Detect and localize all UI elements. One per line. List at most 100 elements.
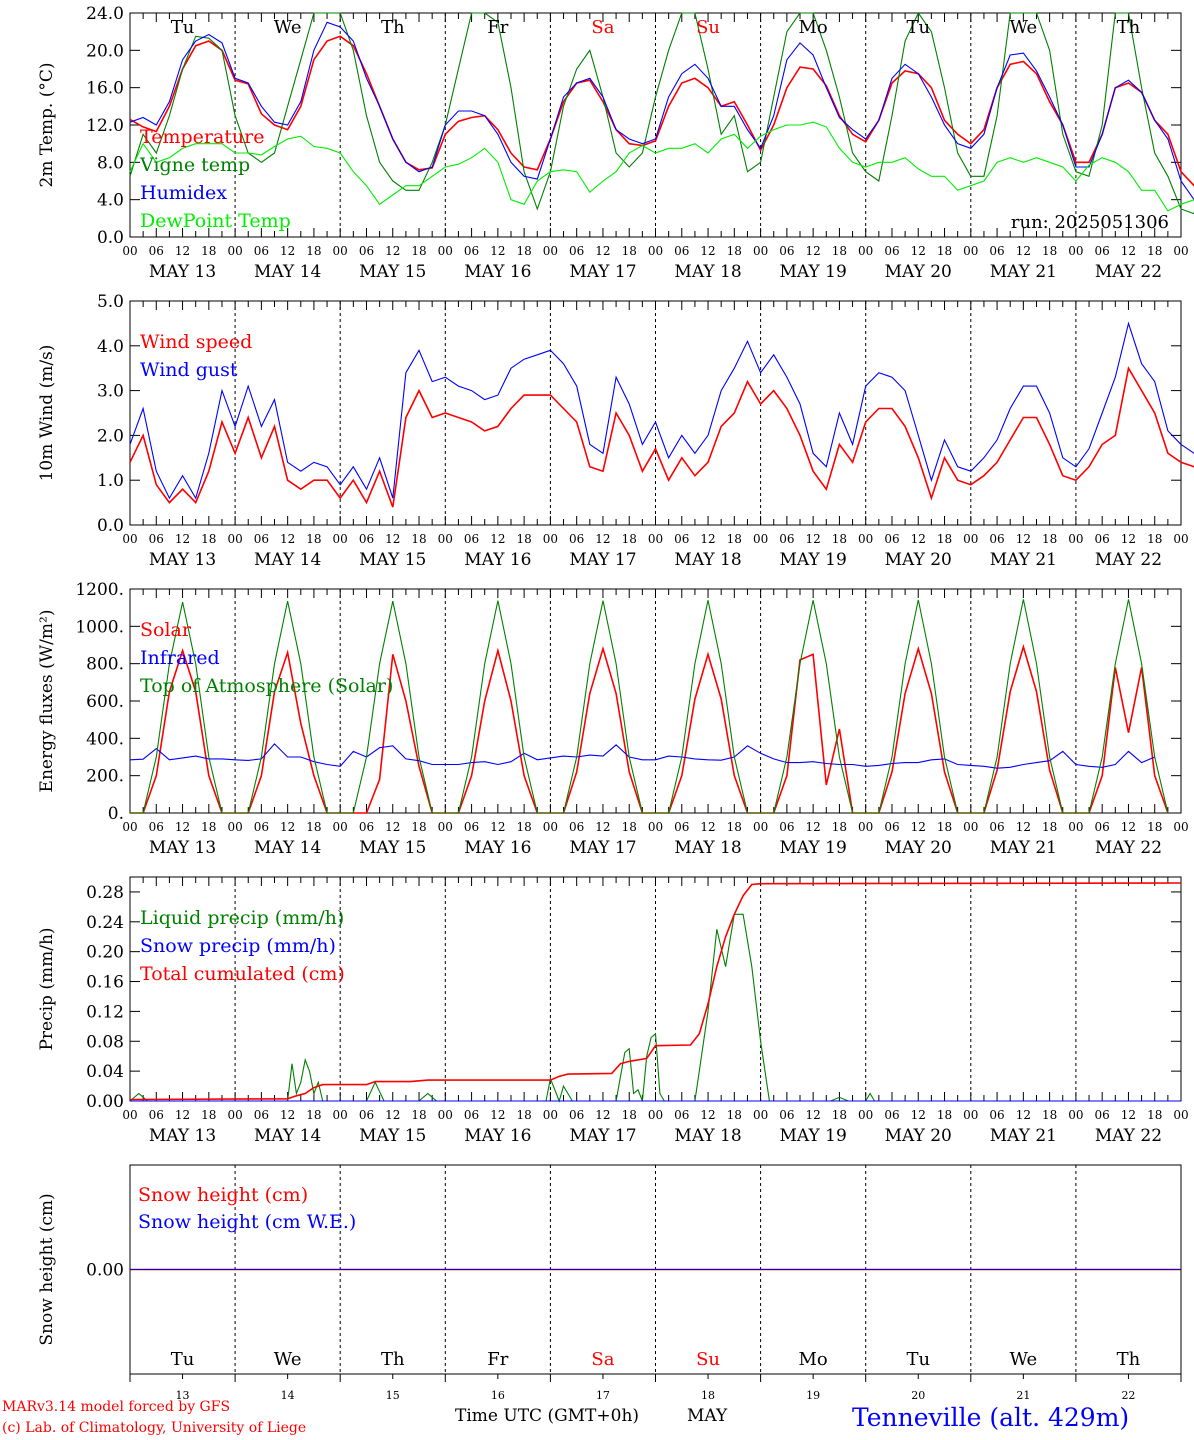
date-label-energy: MAY 19 <box>780 838 847 858</box>
hour-label-temp: 06 <box>359 244 374 258</box>
day-abbr-snow: Mo <box>799 1349 828 1370</box>
date-label-wind: MAY 13 <box>149 550 216 570</box>
y-tick-label-wind: 5.0 <box>97 292 124 312</box>
hour-label-wind: 18 <box>1042 532 1057 546</box>
hour-label-energy: 12 <box>700 820 715 834</box>
hour-label-energy: 18 <box>306 820 321 834</box>
hour-label-wind: 00 <box>333 532 348 546</box>
hour-label-wind: 06 <box>464 532 479 546</box>
date-label-precip: MAY 14 <box>254 1126 321 1146</box>
date-label-energy: MAY 15 <box>359 838 426 858</box>
hour-label-wind: 18 <box>201 532 216 546</box>
legend-entry-precip: Snow precip (mm/h) <box>140 935 336 957</box>
hour-label-energy: 00 <box>648 820 663 834</box>
hour-label-temp: 06 <box>779 244 794 258</box>
hour-label-temp: 00 <box>438 244 453 258</box>
hour-label-precip: 12 <box>385 1108 400 1122</box>
date-label-temp: MAY 22 <box>1095 262 1162 282</box>
day-number: 19 <box>806 1389 820 1402</box>
hour-label-energy: 18 <box>727 820 742 834</box>
hour-label-precip: 06 <box>569 1108 584 1122</box>
date-label-wind: MAY 18 <box>674 550 741 570</box>
hour-label-precip: 00 <box>1173 1108 1188 1122</box>
month-label: MAY <box>687 1406 728 1426</box>
hour-label-temp: 18 <box>411 244 426 258</box>
hour-label-energy: 18 <box>622 820 637 834</box>
legend-entry-snow: Snow height (cm W.E.) <box>138 1211 356 1233</box>
hour-label-wind: 12 <box>595 532 610 546</box>
hour-label-precip: 12 <box>700 1108 715 1122</box>
hour-label-precip: 00 <box>122 1108 137 1122</box>
hour-label-wind: 12 <box>700 532 715 546</box>
day-abbr-snow: Th <box>381 1349 405 1370</box>
series-line-wind-wind-speed <box>129 365 1194 508</box>
series-line-precip-total-cumulated-cm- <box>129 882 1182 1101</box>
hour-label-precip: 00 <box>438 1108 453 1122</box>
hour-label-energy: 18 <box>201 820 216 834</box>
day-number: 15 <box>386 1389 400 1402</box>
day-number: 13 <box>176 1389 190 1402</box>
day-abbr-temp: Th <box>381 17 405 38</box>
hour-label-wind: 12 <box>280 532 295 546</box>
hour-label-energy: 12 <box>1016 820 1031 834</box>
date-label-temp: MAY 17 <box>569 262 636 282</box>
hour-label-temp: 00 <box>227 244 242 258</box>
model-credit: MARv3.14 model forced by GFS <box>2 1399 231 1415</box>
hour-label-precip: 12 <box>806 1108 821 1122</box>
hour-label-precip: 18 <box>411 1108 426 1122</box>
y-tick-label-energy: 400. <box>86 729 124 749</box>
date-label-precip: MAY 16 <box>464 1126 531 1146</box>
date-label-wind: MAY 20 <box>885 550 952 570</box>
hour-label-energy: 06 <box>359 820 374 834</box>
date-label-energy: MAY 17 <box>569 838 636 858</box>
date-label-energy: MAY 14 <box>254 838 321 858</box>
day-abbr-snow: Su <box>696 1349 720 1370</box>
hour-label-temp: 12 <box>175 244 190 258</box>
date-label-wind: MAY 22 <box>1095 550 1162 570</box>
y-tick-label-precip: 0.16 <box>86 973 124 993</box>
series-line-temp-temperature <box>129 35 1194 187</box>
y-axis-label-precip: Precip (mm/h) <box>37 927 57 1050</box>
hour-label-wind: 18 <box>516 532 531 546</box>
y-tick-label-temp: 24.0 <box>86 4 124 24</box>
hour-label-precip: 12 <box>595 1108 610 1122</box>
legend-entry-temp: Humidex <box>140 182 227 204</box>
date-label-precip: MAY 19 <box>780 1126 847 1146</box>
hour-label-temp: 06 <box>1095 244 1110 258</box>
hour-label-temp: 06 <box>884 244 899 258</box>
hour-label-wind: 00 <box>753 532 768 546</box>
day-abbr-temp: Sa <box>591 17 614 38</box>
date-label-temp: MAY 21 <box>990 262 1057 282</box>
day-number: 22 <box>1121 1389 1135 1402</box>
series-line-energy-solar <box>130 644 1169 814</box>
hour-label-temp: 06 <box>149 244 164 258</box>
day-number: 16 <box>491 1389 505 1402</box>
hour-label-wind: 12 <box>806 532 821 546</box>
hour-label-precip: 18 <box>306 1108 321 1122</box>
y-tick-label-snow: 0.00 <box>86 1261 124 1281</box>
hour-label-temp: 06 <box>254 244 269 258</box>
hour-label-precip: 06 <box>674 1108 689 1122</box>
station-name: Tenneville (alt. 429m) <box>852 1403 1130 1432</box>
hour-label-precip: 00 <box>227 1108 242 1122</box>
hour-label-energy: 18 <box>1147 820 1162 834</box>
hour-label-precip: 18 <box>622 1108 637 1122</box>
y-tick-label-temp: 8.0 <box>97 153 124 173</box>
day-abbr-temp: Tu <box>171 17 195 38</box>
date-label-precip: MAY 13 <box>149 1126 216 1146</box>
series-line-temp-humidex <box>129 21 1194 201</box>
hour-label-wind: 00 <box>122 532 137 546</box>
hour-label-temp: 00 <box>648 244 663 258</box>
day-number: 20 <box>911 1389 925 1402</box>
legend-entry-wind: Wind gust <box>140 359 238 381</box>
series-line-temp-vigne-temp <box>129 11 1194 215</box>
date-label-precip: MAY 21 <box>990 1126 1057 1146</box>
date-label-wind: MAY 19 <box>780 550 847 570</box>
hour-label-energy: 18 <box>937 820 952 834</box>
hour-label-energy: 06 <box>674 820 689 834</box>
hour-label-energy: 18 <box>411 820 426 834</box>
day-abbr-snow: Fr <box>487 1349 508 1370</box>
hour-label-wind: 06 <box>989 532 1004 546</box>
day-abbr-snow: Sa <box>591 1349 614 1370</box>
hour-label-precip: 00 <box>753 1108 768 1122</box>
